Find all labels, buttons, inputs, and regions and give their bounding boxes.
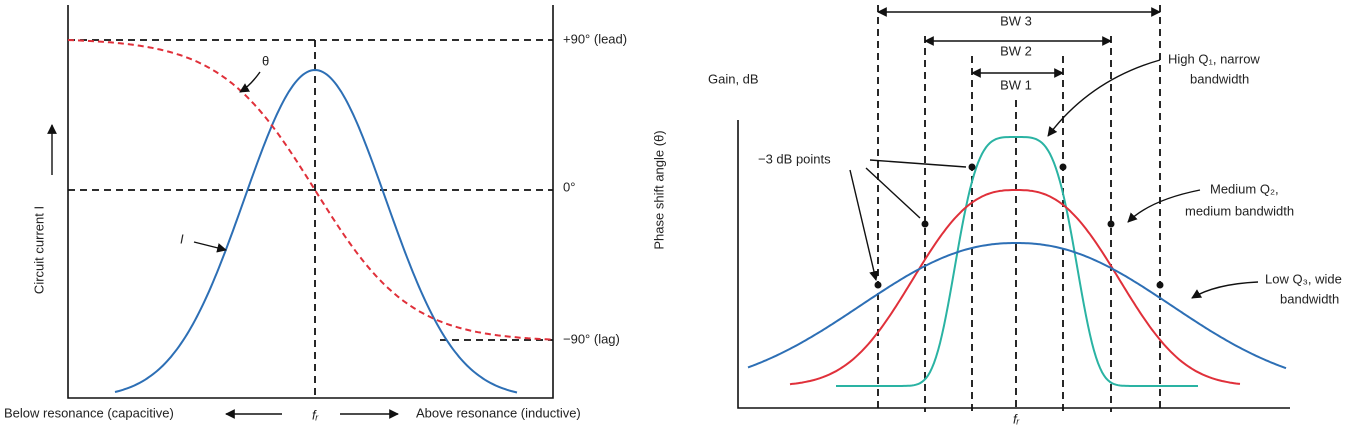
arrow — [193, 241, 227, 253]
arrow — [1191, 281, 1259, 299]
fr-label: fᵣ — [1013, 411, 1020, 426]
low-q-curve — [747, 242, 1287, 370]
axes — [67, 5, 554, 399]
points-label: −3 dB points — [758, 151, 831, 166]
current-curve — [114, 68, 518, 394]
current-label: I — [180, 231, 184, 246]
above-label: Above resonance (inductive) — [416, 405, 581, 420]
medium-q-curve — [789, 189, 1241, 386]
arrow — [1047, 59, 1161, 137]
theta-label: θ — [262, 53, 269, 68]
high-q-label: bandwidth — [1190, 71, 1249, 86]
phase-label: −90° (lag) — [563, 331, 620, 346]
high-q-curve — [836, 136, 1198, 387]
resonance-diagram: +90° (lead) 0° −90° (lag) θ I Circuit cu… — [4, 5, 666, 422]
arrow — [1127, 189, 1201, 223]
bw-label: BW 3 — [1000, 13, 1032, 28]
high-q-label: High Q₁, narrow — [1168, 51, 1260, 66]
medium-q-label: Medium Q₂, — [1210, 181, 1279, 196]
reference-lines — [68, 39, 553, 398]
phase-curve — [67, 39, 553, 341]
phase-label: 0° — [563, 179, 575, 194]
bandwidth-diagram: BW 3 BW 2 BW 1 Gain, dB −3 dB points Hig… — [708, 5, 1342, 426]
fr-label: fᵣ — [312, 407, 319, 422]
y2-axis-label: Phase shift angle (θ) — [651, 130, 666, 249]
y-axis-label: Gain, dB — [708, 71, 759, 86]
axes — [737, 120, 1290, 409]
bw-label: BW 2 — [1000, 43, 1032, 58]
bandwidth-lines — [877, 5, 1161, 412]
phase-label: +90° (lead) — [563, 31, 627, 46]
arrow — [849, 159, 967, 280]
y-axis-label: Circuit current I — [31, 206, 46, 294]
low-q-label: bandwidth — [1280, 291, 1339, 306]
bw-label: BW 1 — [1000, 77, 1032, 92]
low-q-label: Low Q₃, wide — [1265, 271, 1342, 286]
medium-q-label: medium bandwidth — [1185, 203, 1294, 218]
below-label: Below resonance (capacitive) — [4, 405, 174, 420]
points — [874, 163, 1164, 289]
arrow — [239, 71, 261, 93]
